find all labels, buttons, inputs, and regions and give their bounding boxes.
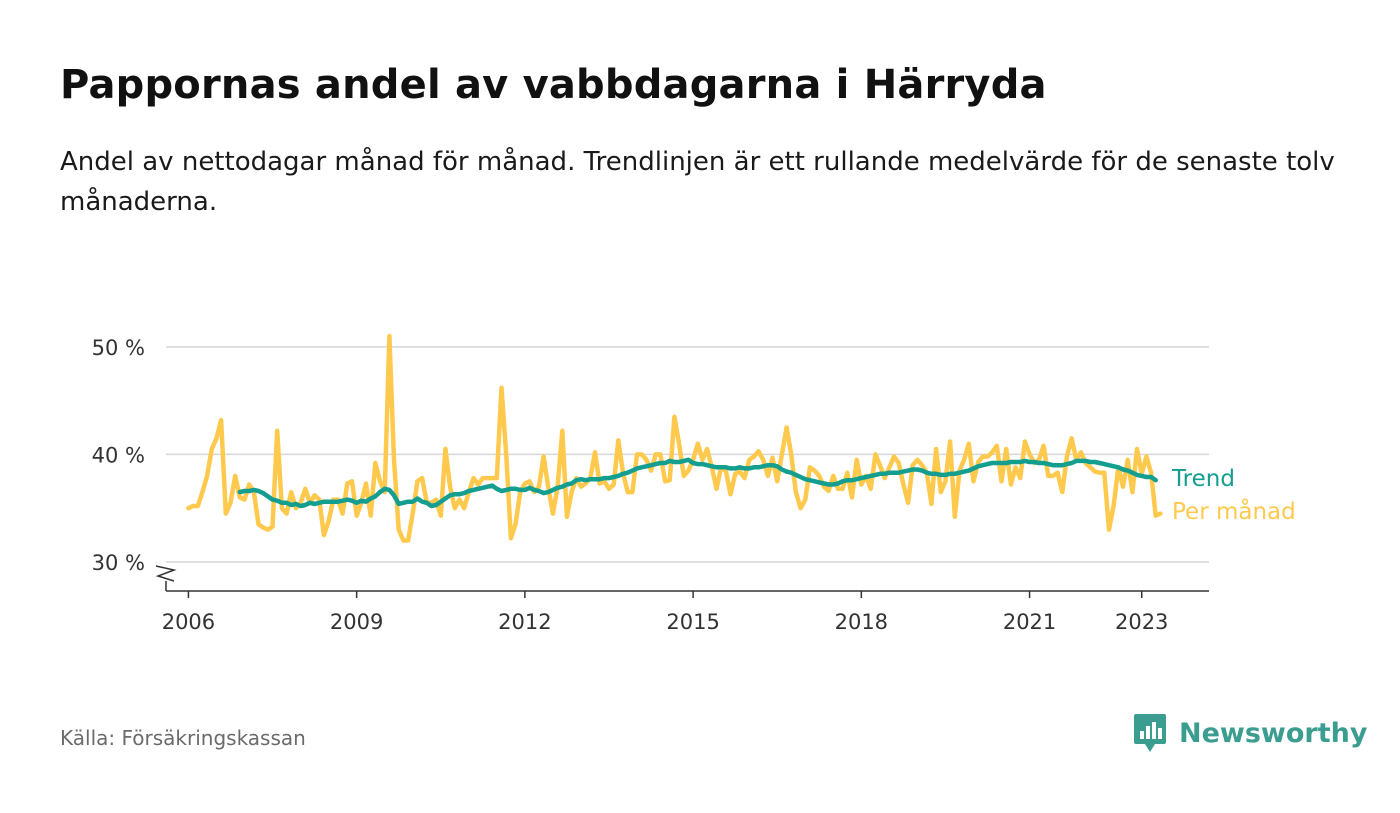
page-subtitle: Andel av nettodagar månad för månad. Tre…	[60, 147, 1335, 217]
page-title: Pappornas andel av vabbdagarna i Härryda	[60, 62, 1047, 108]
x-axis	[155, 565, 1209, 592]
legend-label: Per månad	[1172, 497, 1296, 525]
brand-name: Newsworthy	[1179, 717, 1368, 749]
y-tick-label: 40 %	[92, 443, 145, 467]
source-note: Källa: Försäkringskassan	[60, 726, 306, 750]
bar-chart-speech-bubble-icon	[1134, 714, 1166, 752]
series-line-trend	[237, 457, 1158, 509]
series-lines	[186, 333, 1163, 543]
x-tick-label: 2009	[330, 610, 383, 634]
x-tick-label: 2012	[498, 610, 551, 634]
x-tick-label: 2006	[162, 610, 215, 634]
y-tick-label: 30 %	[92, 551, 145, 575]
x-tick-label: 2021	[1003, 610, 1056, 634]
grid-lines	[166, 346, 1209, 563]
series-line-per-manad	[186, 333, 1163, 543]
x-tick-label: 2023	[1115, 610, 1168, 634]
y-axis-tick-labels: 30 % 40 % 50 %	[92, 336, 145, 575]
brand-logo: Newsworthy	[1133, 712, 1367, 754]
x-tick-label: 2018	[835, 610, 888, 634]
x-tick-label: 2015	[666, 610, 719, 634]
broken-axis-marker	[155, 565, 177, 582]
x-axis-tick-labels: 2006 2009 2012 2015 2018 2021 2023	[162, 591, 1168, 634]
legend-label: Trend	[1171, 466, 1235, 492]
y-tick-label: 50 %	[92, 336, 145, 360]
direct-legend-labels: Per månad Trend	[1171, 466, 1296, 525]
